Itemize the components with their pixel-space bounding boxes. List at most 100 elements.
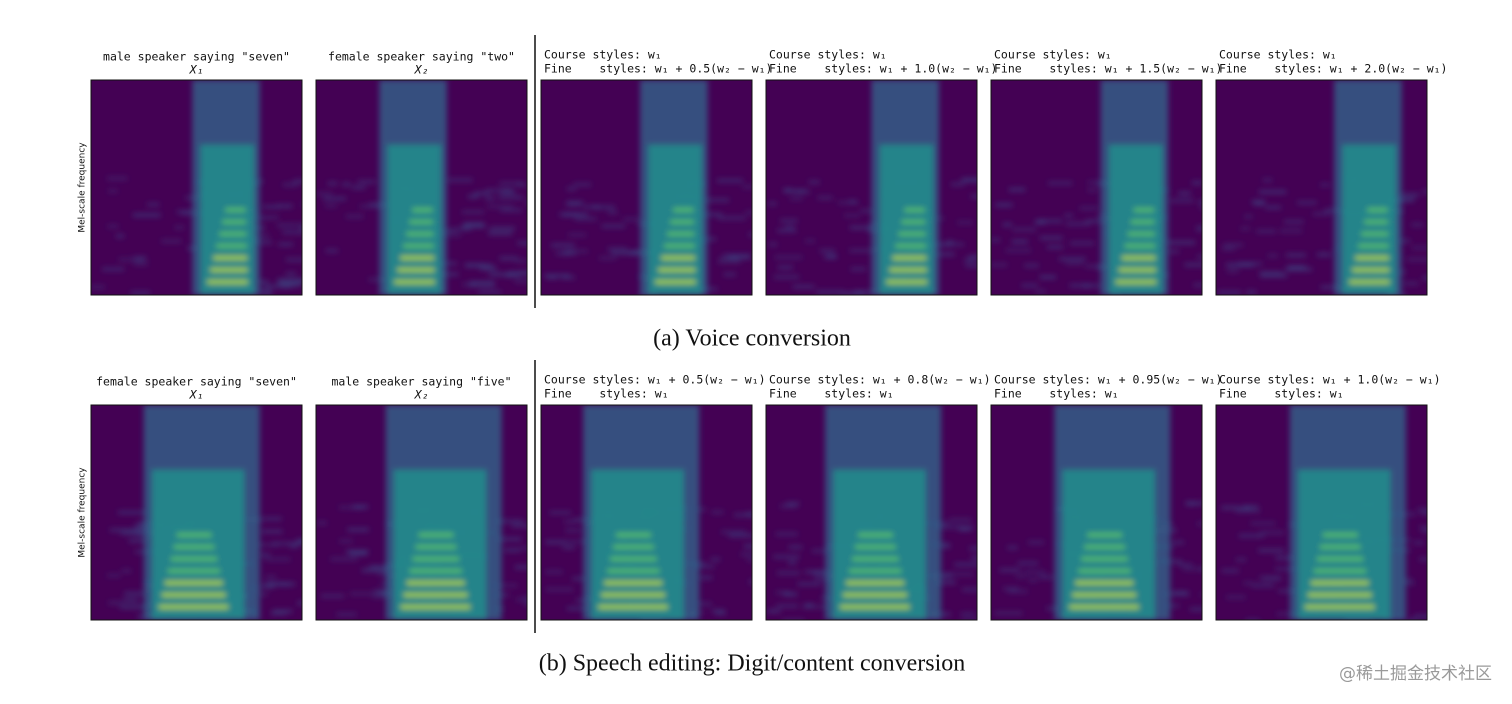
haze [393, 469, 487, 620]
harmonic [403, 592, 468, 597]
harmonic [889, 267, 927, 272]
noise [566, 187, 576, 191]
spectrogram [765, 404, 978, 621]
noise [324, 204, 337, 208]
noise [733, 513, 752, 517]
noise [1223, 243, 1244, 247]
noise [1015, 574, 1027, 578]
noise [107, 189, 118, 193]
noise [928, 243, 953, 247]
spectrogram-frame [990, 404, 1203, 621]
noise [368, 203, 390, 207]
noise [504, 548, 521, 552]
noise [797, 582, 821, 586]
noise [250, 240, 273, 244]
noise [267, 216, 279, 220]
noise [525, 201, 527, 205]
noise [270, 612, 287, 616]
harmonic [1127, 231, 1155, 236]
harmonic [409, 568, 462, 573]
noise [786, 502, 800, 506]
harmonic [222, 219, 246, 224]
noise [282, 230, 302, 234]
noise [320, 594, 345, 598]
harmonic [667, 231, 695, 236]
noise [572, 577, 584, 581]
noise [971, 556, 977, 560]
noise [277, 278, 302, 282]
noise [1403, 578, 1413, 582]
noise [1008, 188, 1026, 192]
harmonic [1069, 604, 1139, 609]
noise [780, 504, 797, 508]
harmonic [210, 267, 248, 272]
noise [505, 273, 521, 277]
harmonic [1124, 243, 1156, 248]
panel-title: male speaker saying "seven" [103, 50, 290, 64]
noise [849, 249, 875, 253]
harmonic [1349, 279, 1390, 284]
noise [161, 239, 182, 243]
harmonic [1352, 267, 1390, 272]
noise [841, 291, 865, 295]
panel-title: Course styles: w₁ [769, 48, 887, 62]
harmonic [852, 556, 899, 561]
noise [264, 285, 291, 289]
noise [545, 540, 566, 544]
noise [124, 592, 143, 596]
noise [130, 291, 151, 295]
spectrogram-frame [1215, 404, 1428, 621]
noise [264, 517, 282, 521]
noise [1221, 506, 1240, 510]
noise [550, 243, 575, 247]
noise [860, 209, 872, 213]
noise [1260, 531, 1284, 535]
noise [296, 539, 302, 543]
noise [774, 255, 803, 259]
noise [495, 519, 524, 523]
panel-title: Course styles: w₁ + 1.0(w₂ − w₁) [1219, 373, 1441, 387]
noise [599, 256, 617, 260]
harmonic [1364, 219, 1388, 224]
noise [1297, 201, 1317, 205]
noise [601, 224, 626, 228]
noise [849, 226, 874, 230]
spectrogram-frame [315, 404, 528, 621]
noise [1237, 262, 1263, 266]
noise [372, 594, 386, 598]
noise [285, 272, 297, 276]
spectrogram-frame [1215, 79, 1428, 296]
noise [1285, 267, 1312, 271]
noise [995, 203, 1013, 207]
spectrogram-energy [767, 405, 977, 620]
spectrogram-energy [991, 80, 1202, 295]
harmonic [904, 207, 925, 212]
noise [545, 587, 574, 591]
harmonic [670, 219, 694, 224]
spectrogram-frame [315, 79, 528, 296]
noise [769, 242, 778, 246]
harmonic [673, 207, 694, 212]
noise [1259, 271, 1283, 275]
noise [1173, 540, 1185, 544]
haze [833, 469, 926, 620]
noise [282, 183, 299, 187]
harmonic [1313, 568, 1367, 573]
noise [108, 601, 123, 605]
noise [790, 197, 803, 201]
noise [106, 573, 121, 577]
noise [816, 290, 843, 294]
noise [558, 212, 580, 216]
noise [1411, 223, 1424, 227]
harmonic [403, 243, 434, 248]
noise [775, 591, 790, 595]
noise [515, 598, 525, 602]
noise [704, 198, 730, 202]
noise [945, 572, 974, 576]
panel-title: Fine styles: w₁ [769, 387, 894, 401]
noise [297, 601, 302, 605]
harmonic [607, 568, 660, 573]
panel-title: X₁ [189, 388, 204, 402]
spectrogram-content [767, 80, 977, 295]
noise [934, 580, 956, 584]
